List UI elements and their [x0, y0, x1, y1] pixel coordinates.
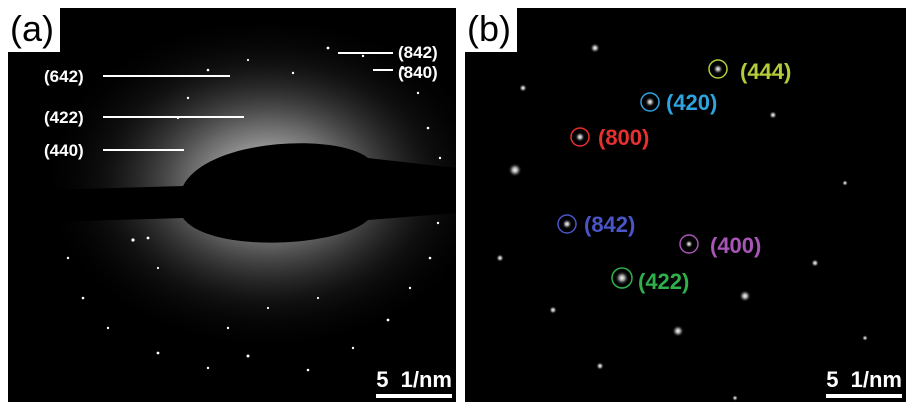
ring-label-840: (840): [398, 63, 438, 82]
spot-pattern-image: (444) (420) (800) (842) (400) (422): [496, 43, 868, 401]
scale-bar-line-a: [376, 394, 452, 398]
spot-444: (444): [708, 59, 791, 84]
panel-label-b: (b): [465, 8, 517, 52]
spot-label-444: (444): [740, 59, 791, 84]
scale-bar-line-b: [826, 394, 902, 398]
spot-422: (422): [611, 267, 689, 294]
ring-label-842: (842): [398, 43, 438, 62]
ring-indicator-lines: [103, 52, 393, 151]
ring-label-642: (642): [44, 67, 84, 86]
ring-pattern-image: (842) (840) (642) (422) (440): [8, 13, 456, 372]
diffraction-panel-b: (444) (420) (800) (842) (400) (422) (b): [465, 8, 906, 402]
beam-stop: [8, 143, 456, 243]
diffraction-panel-a: (842) (840) (642) (422) (440) (a) 5 1/nm: [8, 8, 456, 402]
panel-label-a: (a): [8, 8, 60, 52]
spot-420: (420): [640, 90, 717, 115]
spot-label-800: (800): [598, 125, 649, 150]
ring-speckles: [66, 46, 442, 372]
spot-800: (800): [570, 125, 649, 150]
ring-label-422: (422): [44, 108, 84, 127]
scale-bar-a: 5 1/nm: [370, 368, 456, 402]
spot-842: (842): [557, 212, 635, 237]
diffraction-spots: [496, 43, 868, 401]
spot-label-422: (422): [638, 269, 689, 294]
spot-label-842: (842): [584, 212, 635, 237]
spot-400: (400): [679, 233, 761, 258]
ring-label-440: (440): [44, 141, 84, 160]
spot-label-400: (400): [710, 233, 761, 258]
scale-bar-b: 5 1/nm: [820, 368, 906, 402]
scale-bar-label-a: 5 1/nm: [376, 367, 452, 392]
scale-bar-label-b: 5 1/nm: [826, 367, 902, 392]
spot-label-420: (420): [666, 90, 717, 115]
